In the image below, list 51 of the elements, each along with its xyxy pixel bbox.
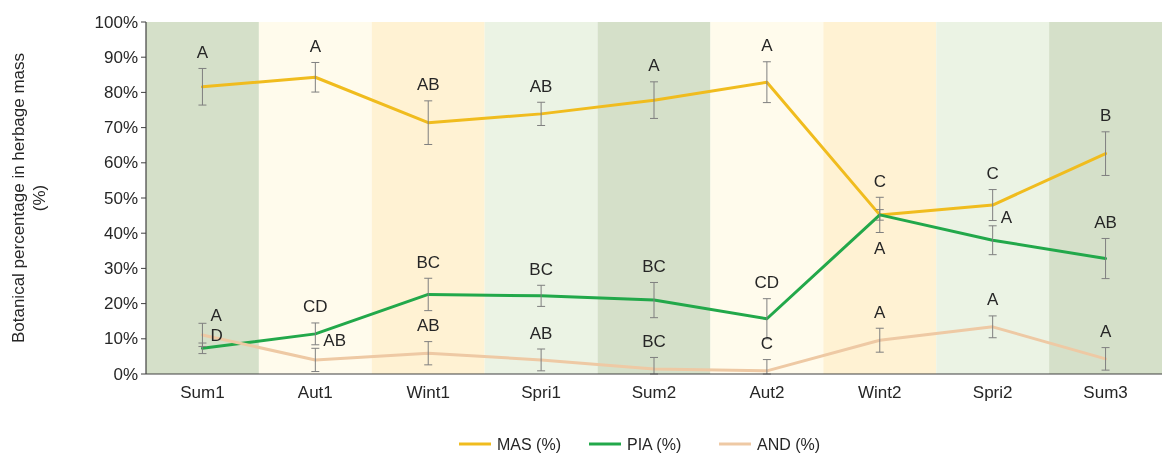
- x-tick-label: Aut1: [297, 383, 333, 402]
- annotation: CD: [303, 297, 328, 317]
- annotation: A: [210, 305, 223, 325]
- annotation: A: [1099, 322, 1112, 342]
- annotation: C: [986, 164, 999, 184]
- x-tick-label: Aut2: [749, 383, 785, 402]
- annotation: CD: [754, 273, 780, 293]
- annotation: D: [210, 325, 223, 345]
- annotation: A: [986, 290, 999, 310]
- y-tick-label: 30%: [103, 258, 138, 278]
- legend-label: MAS (%): [497, 435, 561, 453]
- annotation: C: [760, 334, 774, 354]
- annotation: AB: [323, 330, 347, 350]
- x-tick-label: Wint2: [858, 383, 902, 402]
- y-tick-label: 50%: [103, 188, 138, 208]
- annotation: C: [873, 171, 886, 191]
- x-tick-label: Wint1: [406, 383, 450, 402]
- y-axis-title: Botanical percentage in herbage mass (%): [9, 52, 49, 344]
- y-tick-label: 20%: [103, 294, 138, 314]
- annotation: B: [1099, 106, 1112, 126]
- annotation: AB: [1094, 212, 1117, 232]
- x-tick-label: Sum2: [631, 383, 677, 402]
- y-tick-label: 0%: [113, 364, 138, 384]
- y-tick-label: 40%: [103, 223, 138, 243]
- annotation: BC: [642, 331, 666, 351]
- y-tick-label: 80%: [103, 82, 138, 102]
- x-tick-label: Spri2: [972, 383, 1013, 402]
- legend-label: PIA (%): [627, 435, 682, 453]
- annotation: AB: [529, 76, 553, 96]
- annotation: A: [874, 239, 887, 258]
- x-tick-label: Sum3: [1083, 383, 1128, 402]
- annotation: A: [196, 42, 209, 62]
- annotation: A: [1000, 208, 1013, 228]
- annotation: BC: [529, 259, 553, 279]
- annotation: A: [874, 302, 887, 322]
- annotation: A: [648, 56, 661, 76]
- annotation: AB: [416, 316, 440, 336]
- annotation: BC: [642, 256, 666, 276]
- annotation: BC: [416, 252, 441, 272]
- annotation: AB: [529, 323, 553, 343]
- y-tick-label: 100%: [94, 12, 138, 32]
- annotation: A: [761, 36, 774, 56]
- x-tick-label: Sum1: [180, 383, 225, 402]
- y-tick-label: 70%: [103, 118, 138, 138]
- annotation: A: [309, 36, 322, 56]
- legend-label: AND (%): [757, 435, 821, 453]
- y-tick-label: 90%: [103, 47, 138, 67]
- x-tick-label: Spri1: [521, 383, 561, 402]
- y-tick-label: 60%: [103, 153, 138, 173]
- annotation: AB: [416, 75, 440, 95]
- y-tick-label: 10%: [103, 329, 138, 349]
